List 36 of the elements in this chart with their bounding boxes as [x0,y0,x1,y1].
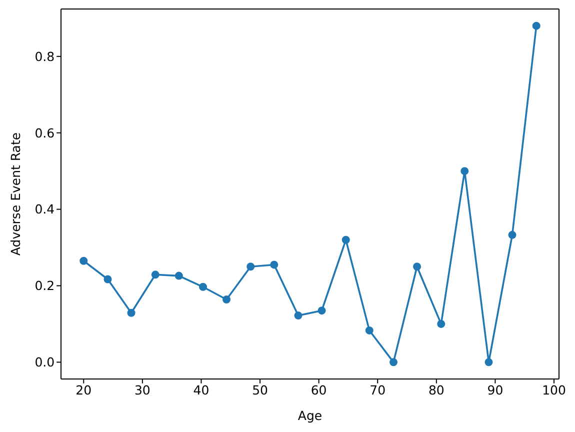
y-tick-label: 0.2 [34,278,55,294]
point [508,230,516,239]
y-tick-label: 0.8 [34,48,55,64]
point [413,262,422,271]
point [127,308,136,317]
point [198,282,207,291]
x-tick-label: 40 [193,382,210,398]
point [246,262,255,271]
point [437,320,446,328]
x-tick-label: 20 [76,382,92,398]
y-axis-title: Adverse Event Rate [8,132,22,256]
y-tick-label: 0.4 [34,202,55,217]
point [294,312,302,320]
x-tick-label: 30 [134,382,150,398]
x-tick-label: 100 [542,382,566,398]
point [174,272,183,280]
point [270,260,278,269]
point [222,295,231,304]
point [104,275,112,284]
x-tick-label: 80 [428,382,444,398]
x-tick-label: 90 [487,382,504,398]
point [389,358,398,366]
point [365,326,374,334]
point [532,22,540,30]
y-tick-label: 0.0 [34,354,55,370]
x-axis-title: Age [298,408,322,422]
point [151,270,160,279]
point [80,256,88,265]
x-tick-label: 60 [310,382,327,398]
x-tick-label: 70 [370,382,386,398]
y-tick-label: 0.6 [34,125,55,140]
point [342,236,350,244]
point [460,167,469,176]
point [484,358,493,366]
point [318,306,326,315]
x-tick-label: 50 [252,382,268,398]
